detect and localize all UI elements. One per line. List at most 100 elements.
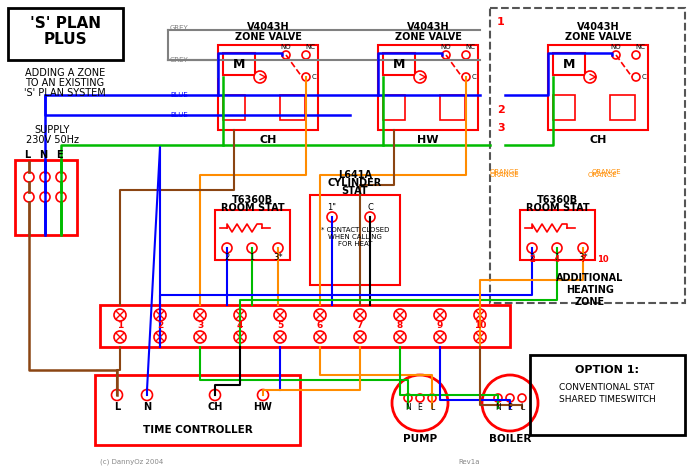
Circle shape xyxy=(314,331,326,343)
Text: CYLINDER: CYLINDER xyxy=(328,178,382,188)
Circle shape xyxy=(416,394,424,402)
Text: BLUE: BLUE xyxy=(170,92,188,98)
Circle shape xyxy=(404,394,412,402)
Bar xyxy=(378,45,478,130)
Circle shape xyxy=(194,309,206,321)
Circle shape xyxy=(314,309,326,321)
Text: ADDING A ZONE: ADDING A ZONE xyxy=(25,68,105,78)
Bar xyxy=(8,8,123,60)
Text: NC: NC xyxy=(635,44,645,50)
Text: E: E xyxy=(417,403,422,412)
Text: M: M xyxy=(393,58,405,71)
Text: 1: 1 xyxy=(554,254,560,263)
Text: L: L xyxy=(24,150,30,160)
Text: ORANGE: ORANGE xyxy=(592,169,622,175)
Circle shape xyxy=(527,243,537,253)
Text: 4: 4 xyxy=(237,322,243,330)
Bar xyxy=(310,195,400,285)
Text: V4043H: V4043H xyxy=(247,22,289,32)
Circle shape xyxy=(518,394,526,402)
Text: CH: CH xyxy=(207,402,223,412)
Text: N: N xyxy=(405,403,411,412)
Text: Rev1a: Rev1a xyxy=(458,459,480,465)
Text: (c) DannyOz 2004: (c) DannyOz 2004 xyxy=(100,459,164,465)
Text: N: N xyxy=(39,150,47,160)
Circle shape xyxy=(578,243,588,253)
Circle shape xyxy=(273,243,283,253)
Text: SUPPLY: SUPPLY xyxy=(34,125,70,135)
Text: 7: 7 xyxy=(357,322,363,330)
Circle shape xyxy=(257,389,268,401)
Text: C: C xyxy=(367,204,373,212)
Text: C: C xyxy=(312,74,317,80)
Circle shape xyxy=(392,375,448,431)
Text: STAT: STAT xyxy=(342,186,368,196)
Circle shape xyxy=(612,51,620,59)
Text: GREY: GREY xyxy=(170,25,189,31)
Bar xyxy=(440,95,465,120)
Text: OPTION 1:: OPTION 1: xyxy=(575,365,639,375)
Circle shape xyxy=(274,309,286,321)
Circle shape xyxy=(474,309,486,321)
Circle shape xyxy=(428,394,436,402)
Circle shape xyxy=(56,192,66,202)
Text: ZONE VALVE: ZONE VALVE xyxy=(564,32,631,42)
Text: ZONE VALVE: ZONE VALVE xyxy=(235,32,302,42)
Circle shape xyxy=(194,331,206,343)
Text: NC: NC xyxy=(465,44,475,50)
Bar xyxy=(223,53,255,75)
Text: ROOM STAT: ROOM STAT xyxy=(221,203,284,213)
Circle shape xyxy=(222,243,232,253)
Text: PLUS: PLUS xyxy=(43,32,87,47)
Bar xyxy=(223,95,245,120)
Circle shape xyxy=(494,394,502,402)
Text: * CONTACT CLOSED
WHEN CALLING
FOR HEAT: * CONTACT CLOSED WHEN CALLING FOR HEAT xyxy=(321,227,389,247)
Text: TO AN EXISTING: TO AN EXISTING xyxy=(26,78,105,88)
Bar xyxy=(215,210,290,260)
Circle shape xyxy=(474,331,486,343)
Circle shape xyxy=(462,51,470,59)
Text: 2: 2 xyxy=(157,322,163,330)
Text: T6360B: T6360B xyxy=(232,195,273,205)
Bar xyxy=(490,8,685,303)
Text: 1: 1 xyxy=(249,254,255,263)
Circle shape xyxy=(394,331,406,343)
Text: ORANGE: ORANGE xyxy=(588,172,618,178)
Circle shape xyxy=(327,212,337,222)
Circle shape xyxy=(302,51,310,59)
Circle shape xyxy=(274,331,286,343)
Circle shape xyxy=(434,331,446,343)
Bar xyxy=(383,53,415,75)
Circle shape xyxy=(40,192,50,202)
Text: 2: 2 xyxy=(529,254,535,263)
Text: 5: 5 xyxy=(277,322,283,330)
Text: 3*: 3* xyxy=(273,254,283,263)
Text: TIME CONTROLLER: TIME CONTROLLER xyxy=(143,425,253,435)
Circle shape xyxy=(24,172,34,182)
Circle shape xyxy=(434,309,446,321)
Bar xyxy=(100,305,510,347)
Text: 8: 8 xyxy=(397,322,403,330)
Circle shape xyxy=(114,309,126,321)
Text: 'S' PLAN SYSTEM: 'S' PLAN SYSTEM xyxy=(24,88,106,98)
Circle shape xyxy=(632,73,640,81)
Text: BLUE: BLUE xyxy=(170,112,188,118)
Circle shape xyxy=(462,73,470,81)
Circle shape xyxy=(365,212,375,222)
Text: CH: CH xyxy=(589,135,607,145)
Bar xyxy=(218,45,318,130)
Text: 1: 1 xyxy=(117,322,123,330)
Text: 3: 3 xyxy=(497,123,504,133)
Bar xyxy=(95,375,300,445)
Text: 2: 2 xyxy=(224,254,230,263)
Text: ORANGE: ORANGE xyxy=(490,172,520,178)
Text: 1": 1" xyxy=(328,204,337,212)
Text: ROOM STAT: ROOM STAT xyxy=(526,203,589,213)
Text: 10: 10 xyxy=(597,256,609,264)
Text: M: M xyxy=(563,58,575,71)
Circle shape xyxy=(506,394,514,402)
Text: 6: 6 xyxy=(317,322,323,330)
Text: L: L xyxy=(430,403,434,412)
Circle shape xyxy=(56,172,66,182)
Text: 3*: 3* xyxy=(578,254,588,263)
